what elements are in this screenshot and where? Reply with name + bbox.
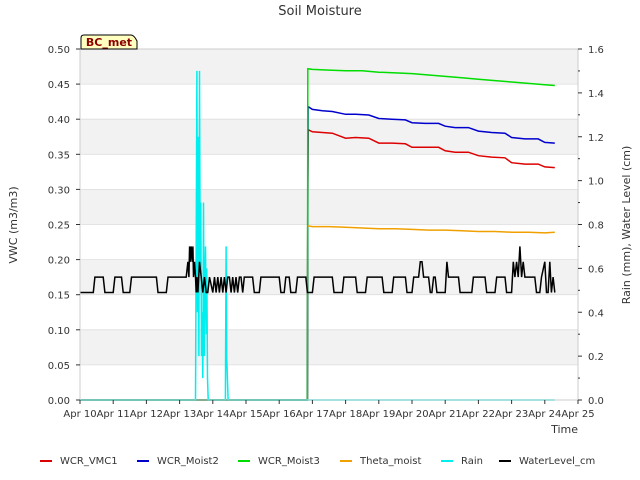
x-axis-label: Time (550, 423, 578, 436)
series-line-wcr-moist2 (80, 105, 555, 401)
x-tick-label: Apr 19 (362, 409, 395, 420)
series-line-waterlevel-cm (80, 246, 556, 294)
legend-item-wcr-vmc1: WCR_VMC1 (40, 456, 118, 467)
y-left-tick-label: 0.25 (48, 221, 70, 232)
background-band (80, 189, 578, 225)
legend-item-theta-moist: Theta_moist (340, 456, 421, 467)
x-tick-label: Apr 16 (263, 409, 296, 420)
y-right-tick-label: 1.4 (588, 89, 604, 100)
x-tick-label: Apr 24 (528, 409, 561, 420)
x-tick-label: Apr 11 (97, 409, 130, 420)
legend: WCR_VMC1 WCR_Moist2 WCR_Moist3 Theta_moist R… (40, 456, 595, 467)
background-band (80, 329, 578, 365)
chart-title: Soil Moisture (278, 4, 362, 19)
y-right-tick-label: 1.0 (588, 177, 604, 188)
x-tick-label: Apr 15 (229, 409, 262, 420)
y-left-tick-label: 0.10 (48, 326, 70, 337)
series-line-theta-moist (307, 225, 555, 234)
x-tick-label: Apr 23 (495, 409, 528, 420)
x-tick-label: Apr 25 (561, 409, 594, 420)
y-axis-right-label: Rain (mm), Water Level (cm) (620, 146, 633, 305)
legend-label: Theta_moist (359, 456, 421, 467)
legend-item-wcr-moist2: WCR_Moist2 (137, 456, 219, 467)
y-left-tick-label: 0.50 (48, 45, 70, 56)
background-band (80, 119, 578, 155)
y-right-tick-label: 1.6 (588, 45, 604, 56)
legend-item-waterlevel-cm: WaterLevel_cm (499, 456, 595, 467)
series-line-wcr-vmc1 (80, 128, 555, 401)
y-right-tick-label: 0.0 (588, 396, 604, 407)
y-right-tick-label: 1.2 (588, 133, 604, 144)
x-tick-label: Apr 14 (196, 409, 229, 420)
legend-label: WCR_VMC1 (60, 456, 118, 467)
y-left-tick-label: 0.15 (48, 291, 70, 302)
legend-label: WaterLevel_cm (519, 456, 595, 467)
legend-item-wcr-moist3: WCR_Moist3 (238, 456, 320, 467)
y-left-tick-label: 0.30 (48, 185, 70, 196)
y-left-tick-label: 0.40 (48, 115, 70, 126)
legend-label: WCR_Moist2 (157, 456, 219, 467)
x-tick-label: Apr 20 (395, 409, 428, 420)
series-lines (80, 67, 556, 401)
series-line-rain (80, 70, 555, 401)
background-band (80, 49, 578, 85)
x-tick-label: Apr 22 (462, 409, 495, 420)
y-left-tick-label: 0.05 (48, 361, 70, 372)
y-right-tick-label: 0.8 (588, 221, 604, 232)
y-axis-left-label: VWC (m3/m3) (7, 186, 20, 263)
x-tick-label: Apr 12 (130, 409, 163, 420)
y-right-tick-label: 0.4 (588, 308, 604, 319)
y-left-tick-label: 0.00 (48, 396, 70, 407)
x-tick-label: Apr 13 (163, 409, 196, 420)
y-left-tick-label: 0.20 (48, 256, 70, 267)
y-left-tick-label: 0.35 (48, 150, 70, 161)
x-tick-label: Apr 18 (329, 409, 362, 420)
legend-label: Rain (461, 456, 483, 467)
x-tick-label: Apr 21 (429, 409, 462, 420)
legend-item-rain: Rain (441, 456, 483, 467)
x-axis: Apr 10 Apr 11 Apr 12 Apr 13 Apr 14 Apr 15 Apr … (63, 400, 595, 420)
y-right-tick-label: 0.2 (588, 352, 604, 363)
legend-label: WCR_Moist3 (258, 456, 320, 467)
site-label: BC_met (86, 36, 132, 49)
series-line-wcr-moist3 (80, 67, 555, 401)
y-axis-right: 0.0 0.2 0.4 0.6 0.8 1.0 1.2 1.4 1.6 (578, 45, 604, 407)
y-right-tick-label: 0.6 (588, 264, 604, 275)
x-tick-label: Apr 17 (296, 409, 329, 420)
y-left-tick-label: 0.45 (48, 80, 70, 91)
y-axis-left: 0.00 0.05 0.10 0.15 0.20 0.25 0.30 0.35 0.40 0.45… (48, 45, 80, 407)
site-label-box: BC_met (80, 34, 138, 50)
x-tick-label: Apr 10 (63, 409, 96, 420)
